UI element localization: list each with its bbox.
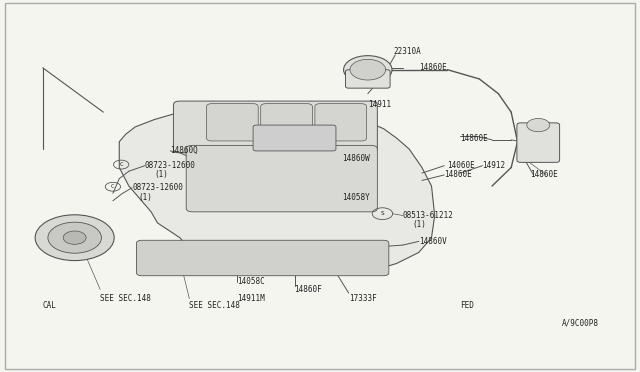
Circle shape	[35, 215, 114, 260]
Text: (1): (1)	[154, 170, 168, 179]
FancyBboxPatch shape	[136, 240, 389, 276]
Text: C: C	[119, 162, 123, 167]
Text: A/9C00P8: A/9C00P8	[562, 318, 599, 327]
FancyBboxPatch shape	[253, 125, 336, 151]
Text: 17333F: 17333F	[349, 294, 376, 303]
Text: (1): (1)	[138, 193, 152, 202]
Text: 14058Y: 14058Y	[342, 193, 370, 202]
Text: 22310A: 22310A	[394, 47, 421, 56]
Text: C: C	[111, 184, 115, 189]
Text: 14860E: 14860E	[460, 134, 488, 142]
Text: 14860E: 14860E	[531, 170, 558, 179]
Circle shape	[344, 56, 392, 84]
Text: 08513-61212: 08513-61212	[403, 211, 454, 220]
Circle shape	[350, 60, 386, 80]
Text: CAL: CAL	[43, 301, 57, 311]
Text: 14060E: 14060E	[447, 161, 475, 170]
FancyBboxPatch shape	[186, 145, 378, 212]
Circle shape	[527, 118, 550, 132]
Text: 14860Q: 14860Q	[170, 147, 198, 155]
Text: 14860V: 14860V	[419, 237, 447, 246]
Text: 14860F: 14860F	[294, 285, 323, 294]
Text: 08723-12600: 08723-12600	[132, 183, 183, 192]
Text: 14058C: 14058C	[237, 278, 265, 286]
Text: 14911M: 14911M	[237, 294, 265, 303]
Text: 14860E: 14860E	[419, 63, 447, 72]
FancyBboxPatch shape	[346, 70, 390, 88]
Circle shape	[63, 231, 86, 244]
Text: S: S	[381, 211, 385, 216]
FancyBboxPatch shape	[315, 104, 367, 141]
FancyBboxPatch shape	[173, 101, 378, 153]
Polygon shape	[119, 103, 435, 275]
FancyBboxPatch shape	[207, 104, 258, 141]
Text: FED: FED	[460, 301, 474, 311]
Text: SEE SEC.148: SEE SEC.148	[100, 294, 151, 303]
Text: 14860E: 14860E	[444, 170, 472, 179]
Circle shape	[48, 222, 101, 253]
FancyBboxPatch shape	[260, 104, 312, 141]
Text: SEE SEC.148: SEE SEC.148	[189, 301, 240, 311]
FancyBboxPatch shape	[517, 123, 559, 162]
Text: 08723-12600: 08723-12600	[145, 161, 196, 170]
Text: 14911: 14911	[368, 100, 391, 109]
Text: (1): (1)	[412, 220, 426, 229]
Text: 14860W: 14860W	[342, 154, 370, 163]
Text: 14912: 14912	[483, 161, 506, 170]
